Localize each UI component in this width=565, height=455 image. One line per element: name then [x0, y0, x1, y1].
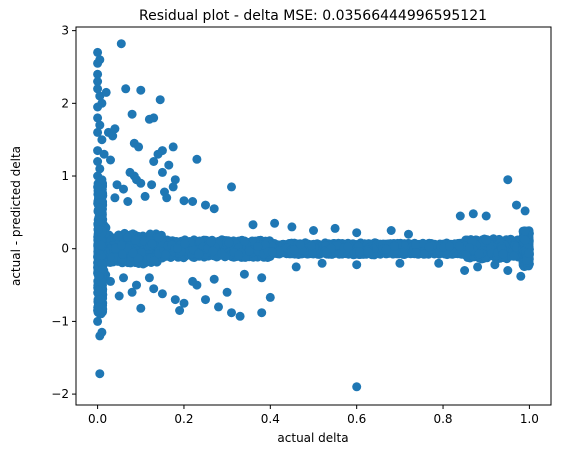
band-point [465, 243, 474, 252]
band-point [268, 248, 277, 257]
band-point [117, 241, 126, 250]
band-point [194, 250, 203, 259]
band-point [208, 247, 217, 256]
band-point [113, 232, 122, 241]
band-point [322, 248, 331, 257]
band-point [419, 250, 428, 259]
band-point [225, 238, 234, 247]
band-point [131, 236, 140, 245]
band-point [411, 240, 420, 249]
band-point [425, 242, 434, 251]
band-point [148, 239, 157, 248]
band-point [118, 250, 127, 259]
band-point [217, 249, 226, 258]
band-point [344, 243, 353, 252]
band-point [245, 247, 254, 256]
band-point [445, 242, 454, 251]
band-point [154, 233, 163, 242]
band-point [509, 252, 518, 261]
band-point [94, 272, 103, 281]
band-point [364, 248, 373, 257]
band-point [207, 237, 216, 246]
band-point [290, 246, 299, 255]
band-point [307, 241, 316, 250]
band-point [399, 248, 408, 257]
dense-point-band [93, 179, 534, 318]
band-point [253, 242, 262, 251]
band-point [475, 249, 484, 258]
band-point [96, 190, 105, 199]
band-point [498, 250, 507, 259]
band-point [455, 242, 464, 251]
band-point [94, 287, 103, 296]
band-point [96, 241, 105, 250]
band-point [149, 256, 158, 265]
band-point [96, 203, 105, 212]
band-point [95, 295, 104, 304]
band-point [355, 247, 364, 256]
band-point [390, 242, 399, 251]
band-point [234, 251, 243, 260]
band-point [382, 245, 391, 254]
band-point [482, 236, 491, 245]
band-point [128, 249, 137, 258]
band-point [240, 237, 249, 246]
band-point [412, 248, 421, 257]
band-point [173, 244, 182, 253]
chart-title: Residual plot - delta MSE: 0.03566444996… [139, 8, 487, 24]
band-point [161, 250, 170, 259]
band-point [94, 225, 103, 234]
